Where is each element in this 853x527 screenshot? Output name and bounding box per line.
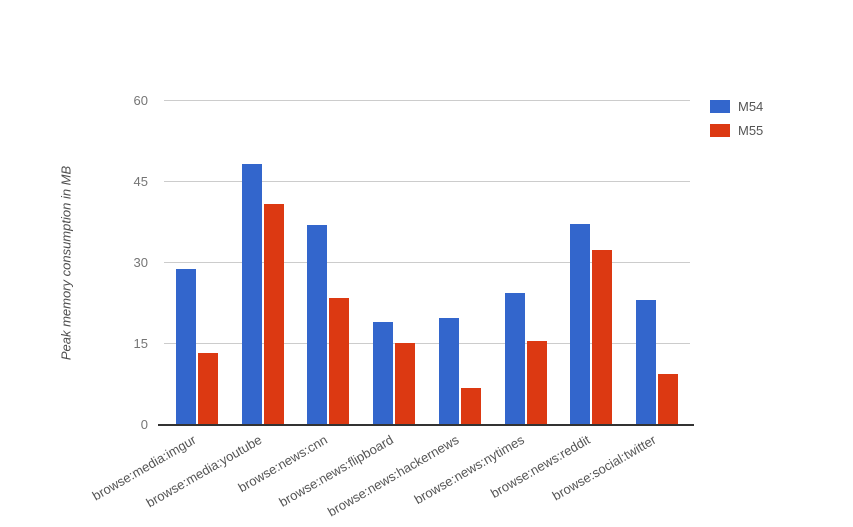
bar-m54 — [175, 269, 196, 425]
y-tick-label: 15 — [133, 336, 148, 351]
y-tick-label: 45 — [133, 174, 148, 189]
bar-group — [230, 101, 296, 425]
bar-group — [361, 101, 427, 425]
bar-m55 — [460, 388, 481, 425]
y-tick-label: 30 — [133, 255, 148, 270]
gridline — [164, 100, 690, 101]
legend-label: M55 — [738, 123, 764, 138]
bar-m54 — [241, 164, 262, 425]
plot-area — [158, 100, 694, 426]
x-axis-label: browse:media:youtube — [143, 432, 265, 511]
bar-m54 — [570, 224, 591, 425]
bar-m54 — [373, 322, 394, 425]
bar-m54 — [438, 318, 459, 425]
bar-m55 — [197, 352, 218, 425]
bar-group — [624, 101, 690, 425]
x-axis-labels: browse:media:imgur browse:media:youtube br… — [90, 432, 690, 527]
bar-m55 — [395, 342, 416, 425]
legend-item-m54: M54 — [710, 100, 763, 113]
x-axis-baseline — [158, 424, 694, 426]
bar-m54 — [636, 299, 657, 425]
bar-group — [493, 101, 559, 425]
bar-m55 — [526, 340, 547, 425]
x-axis-label: browse:news:nytimes — [411, 432, 528, 508]
legend-item-m55: M55 — [710, 124, 763, 137]
bar-group — [296, 101, 362, 425]
legend: M54 M55 — [710, 100, 763, 148]
y-tick-label: 0 — [140, 417, 148, 432]
gridline — [164, 181, 690, 182]
gridline — [164, 343, 690, 344]
bar-group — [164, 101, 230, 425]
bar-m55 — [658, 374, 679, 425]
legend-swatch — [710, 124, 730, 137]
bar-group — [427, 101, 493, 425]
bar-groups — [164, 101, 690, 425]
bar-m54 — [504, 292, 525, 425]
bar-group — [559, 101, 625, 425]
bar-m54 — [307, 225, 328, 425]
y-tick-label: 60 — [133, 93, 148, 108]
legend-swatch — [710, 100, 730, 113]
bar-m55 — [329, 298, 350, 425]
gridline — [164, 262, 690, 263]
x-axis-label: browse:news:flipboard — [276, 432, 396, 510]
y-axis-ticks: 0 15 30 45 60 — [0, 0, 148, 527]
bar-m55 — [263, 203, 284, 425]
bar-m55 — [592, 250, 613, 425]
legend-label: M54 — [738, 99, 764, 114]
